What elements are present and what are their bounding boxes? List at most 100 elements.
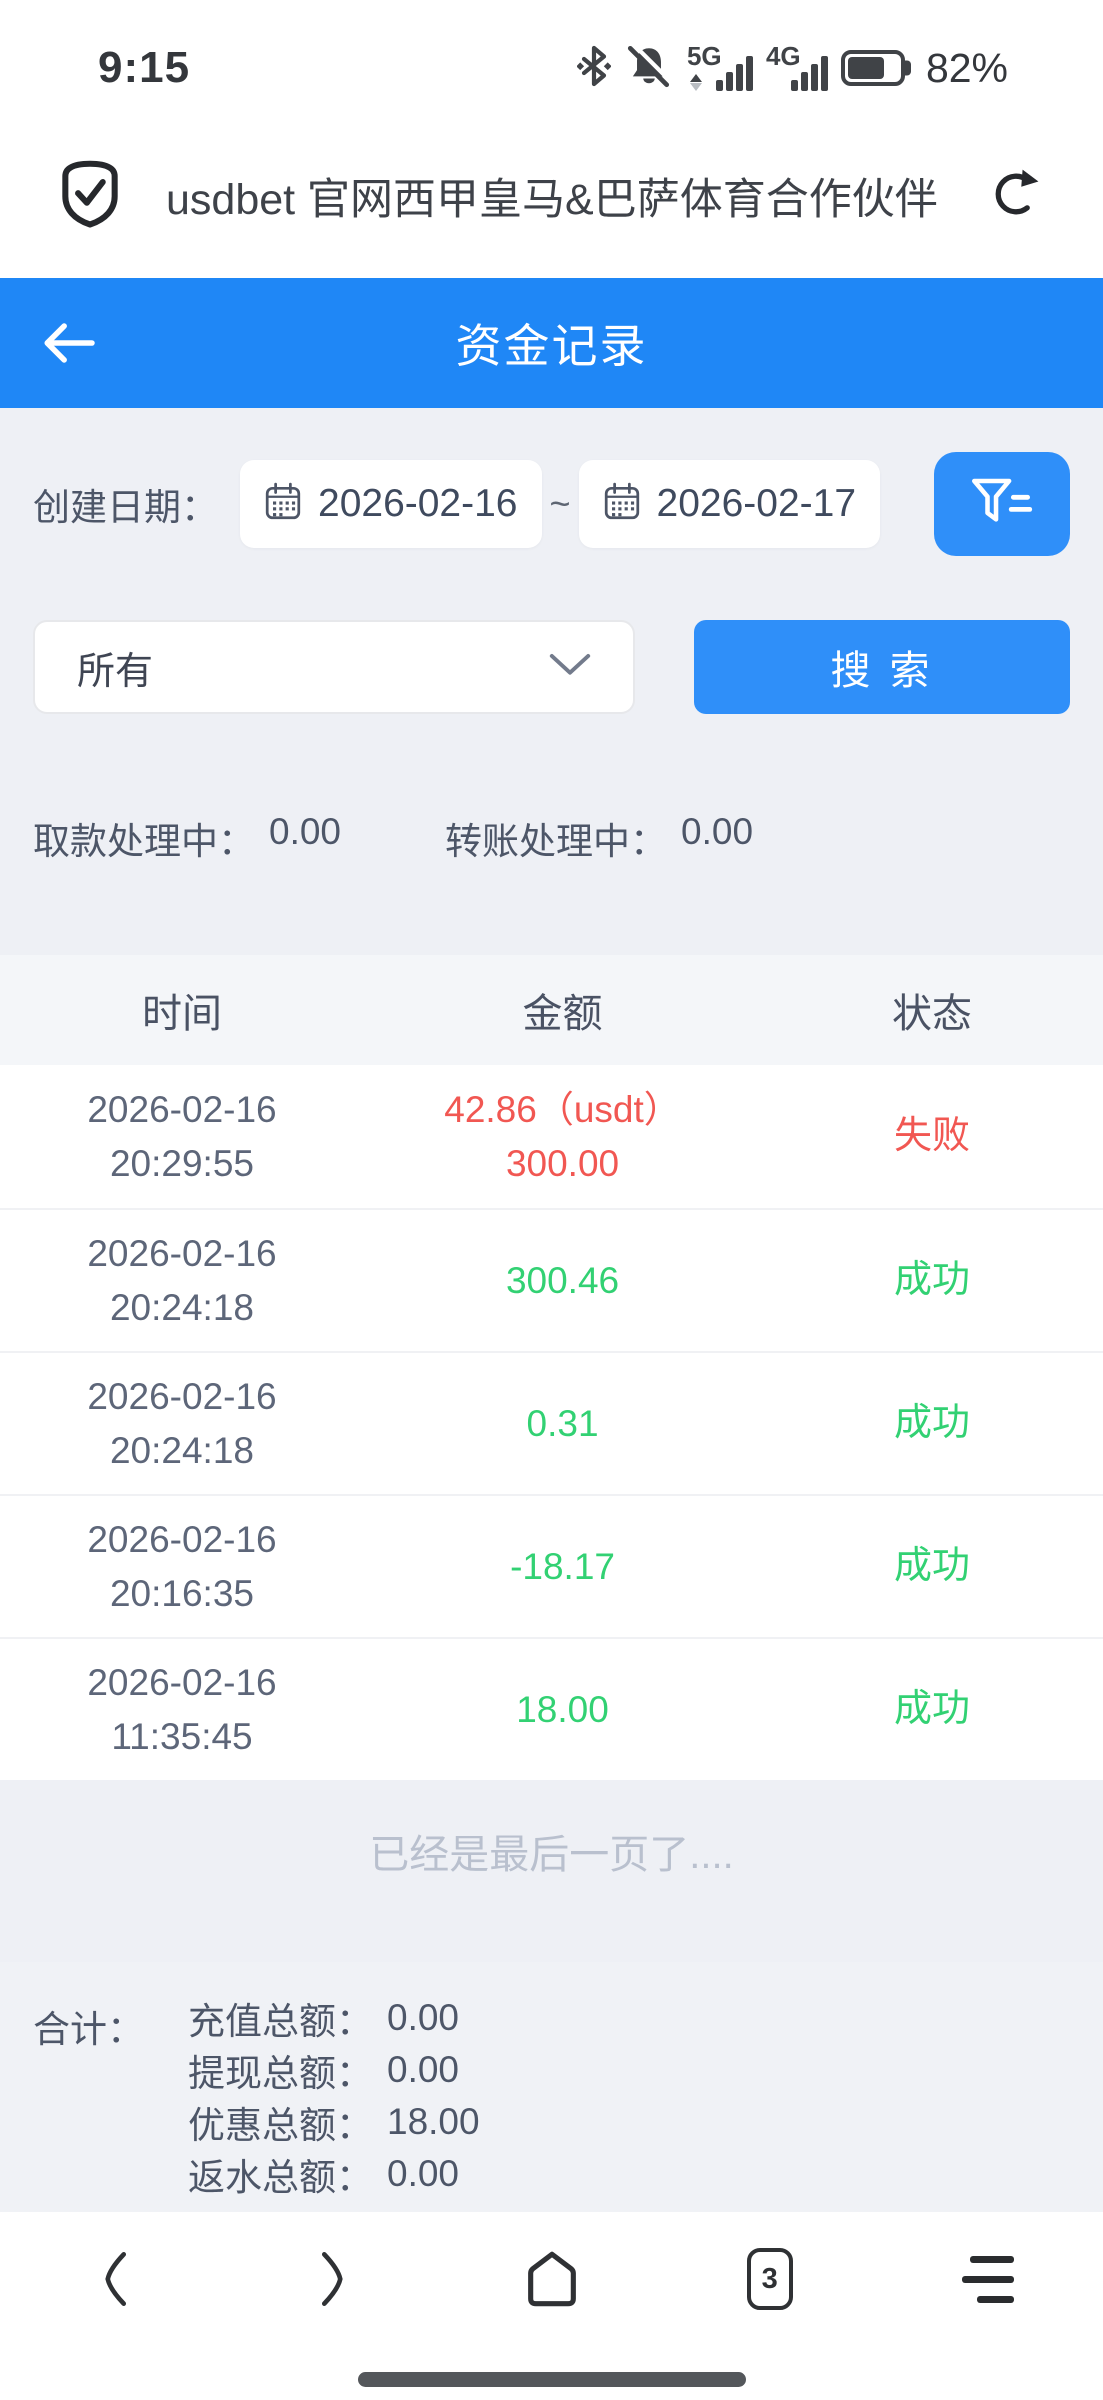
row-amount-line1: 300.46: [505, 1259, 620, 1301]
table-row: 2026-02-16 20:29:55 42.86（usdt） 300.00 失…: [0, 1065, 1103, 1208]
chevron-left-icon[interactable]: [84, 2246, 146, 2312]
date-from-value: 2026-02-16: [318, 482, 518, 525]
totals-summary: 合计： 充值总额： 0.00 提现总额： 0.00 优惠总额： 18.00 返水…: [0, 1962, 1103, 2212]
row-amount-line1: 42.86（usdt）: [444, 1088, 681, 1130]
row-time-value: 11:35:45: [111, 1715, 253, 1757]
row-status: 成功: [761, 1253, 1103, 1308]
total-withdraw-value: 0.00: [387, 2049, 460, 2090]
table-header: 时间 金额 状态: [0, 955, 1103, 1065]
processing-summary-row: 取款处理中： 0.00 转账处理中： 0.00: [0, 811, 1103, 865]
page-url-title[interactable]: usdbet 官网西甲皇马&巴萨体育合作伙伴: [166, 176, 938, 224]
refresh-icon[interactable]: [987, 165, 1045, 228]
calendar-icon: [264, 482, 302, 527]
col-header-amount: 金额: [522, 992, 603, 1036]
search-button[interactable]: 搜 索: [694, 620, 1070, 714]
shield-check-icon[interactable]: [58, 159, 122, 234]
table-row: 2026-02-16 20:24:18 300.46 成功: [0, 1208, 1103, 1351]
total-withdraw: 提现总额： 0.00: [188, 2044, 480, 2096]
row-date-value: 2026-02-16: [87, 1661, 277, 1703]
row-time-value: 20:24:18: [109, 1429, 254, 1471]
row-status-value: 失败: [894, 1114, 971, 1157]
total-rebate-value: 0.00: [387, 2153, 460, 2194]
total-promo: 优惠总额： 18.00: [188, 2096, 480, 2148]
transfer-processing: 转账处理中： 0.00: [445, 811, 753, 865]
transfer-processing-label: 转账处理中：: [445, 821, 668, 862]
row-status: 成功: [761, 1682, 1103, 1737]
row-amount-line2: 300.00: [505, 1142, 620, 1184]
row-time: 2026-02-16 20:24:18: [0, 1370, 364, 1477]
totals-label: 合计：: [33, 2009, 144, 2050]
table-row: 2026-02-16 11:35:45 18.00 成功: [0, 1637, 1103, 1780]
row-time-value: 20:16:35: [109, 1572, 254, 1614]
app-header: 资金记录: [0, 278, 1103, 408]
type-filter-row: 所有 搜 索: [0, 620, 1103, 714]
date-to-value: 2026-02-17: [656, 482, 857, 525]
browser-bottom-nav: 3: [0, 2212, 1103, 2400]
total-deposit-value: 0.00: [387, 1997, 460, 2038]
menu-icon[interactable]: [957, 2246, 1019, 2312]
row-status-value: 成功: [894, 1544, 971, 1587]
total-promo-value: 18.00: [387, 2101, 480, 2142]
clock-time: 9:15: [98, 43, 191, 92]
row-date-value: 2026-02-16: [87, 1375, 277, 1417]
row-amount: 0.31: [364, 1397, 761, 1451]
col-header-time: 时间: [141, 992, 222, 1036]
withdraw-processing-value: 0.00: [269, 811, 342, 852]
page-title: 资金记录: [455, 320, 648, 372]
battery-icon: [840, 50, 911, 86]
col-header-status: 状态: [892, 992, 973, 1036]
row-date-value: 2026-02-16: [87, 1232, 277, 1274]
row-time: 2026-02-16 20:16:35: [0, 1513, 364, 1620]
row-time: 2026-02-16 20:24:18: [0, 1227, 364, 1334]
date-filter-row: 创建日期： 2026-02-16 ~ 2026-02-17: [0, 452, 1103, 556]
row-time-value: 20:24:18: [109, 1286, 254, 1328]
type-select[interactable]: 所有: [33, 620, 635, 714]
withdraw-processing-label: 取款处理中：: [33, 821, 255, 862]
row-status: 成功: [761, 1396, 1103, 1451]
date-from-input[interactable]: 2026-02-16: [240, 460, 542, 548]
filter-button[interactable]: [934, 452, 1070, 556]
records-table: 2026-02-16 20:29:55 42.86（usdt） 300.00 失…: [0, 1065, 1103, 1780]
total-withdraw-label: 提现总额：: [188, 2053, 373, 2094]
row-amount: 300.46: [364, 1254, 761, 1308]
table-row: 2026-02-16 20:24:18 0.31 成功: [0, 1351, 1103, 1494]
total-rebate: 返水总额： 0.00: [188, 2148, 480, 2200]
signal-5g-icon: 5G: [687, 41, 753, 92]
total-promo-label: 优惠总额：: [188, 2105, 373, 2146]
row-time-value: 20:29:55: [109, 1142, 254, 1184]
home-icon[interactable]: [521, 2246, 583, 2312]
row-date-value: 2026-02-16: [87, 1088, 277, 1130]
main-content: 创建日期： 2026-02-16 ~ 2026-02-17 所有 搜: [0, 408, 1103, 2212]
type-select-value: 所有: [77, 650, 154, 693]
date-filter-label: 创建日期：: [33, 487, 218, 528]
tabs-icon[interactable]: 3: [739, 2246, 801, 2312]
notifications-off-icon: [624, 43, 674, 94]
row-status-value: 成功: [894, 1258, 971, 1301]
end-of-list-message: 已经是最后一页了....: [0, 1780, 1103, 1962]
row-date-value: 2026-02-16: [87, 1518, 277, 1560]
transfer-processing-value: 0.00: [681, 811, 754, 852]
arrow-left-icon[interactable]: [30, 278, 108, 408]
home-indicator[interactable]: [357, 2372, 746, 2387]
row-status-value: 成功: [894, 1687, 971, 1730]
row-status-value: 成功: [894, 1401, 971, 1444]
status-icons: 5G 4G 82%: [576, 41, 1008, 94]
total-rebate-label: 返水总额：: [188, 2157, 373, 2198]
browser-address-bar[interactable]: usdbet 官网西甲皇马&巴萨体育合作伙伴: [0, 110, 1103, 278]
row-status: 成功: [761, 1539, 1103, 1594]
row-amount-line1: -18.17: [510, 1545, 615, 1587]
totals-items: 充值总额： 0.00 提现总额： 0.00 优惠总额： 18.00 返水总额： …: [188, 1992, 480, 2212]
date-to-input[interactable]: 2026-02-17: [578, 460, 881, 548]
signal-4g-icon: 4G: [766, 41, 828, 92]
status-bar: 9:15 5G 4G 82%: [0, 0, 1103, 110]
row-amount-line1: 0.31: [526, 1402, 599, 1444]
row-amount: 18.00: [364, 1683, 761, 1737]
row-amount: -18.17: [364, 1540, 761, 1594]
row-amount-line1: 18.00: [516, 1688, 609, 1730]
chevron-right-icon[interactable]: [302, 2246, 364, 2312]
battery-percent: 82%: [925, 44, 1008, 91]
withdraw-processing: 取款处理中： 0.00: [33, 811, 341, 865]
total-deposit: 充值总额： 0.00: [188, 1992, 480, 2044]
row-amount: 42.86（usdt） 300.00: [364, 1083, 761, 1190]
chevron-down-icon: [549, 653, 591, 682]
